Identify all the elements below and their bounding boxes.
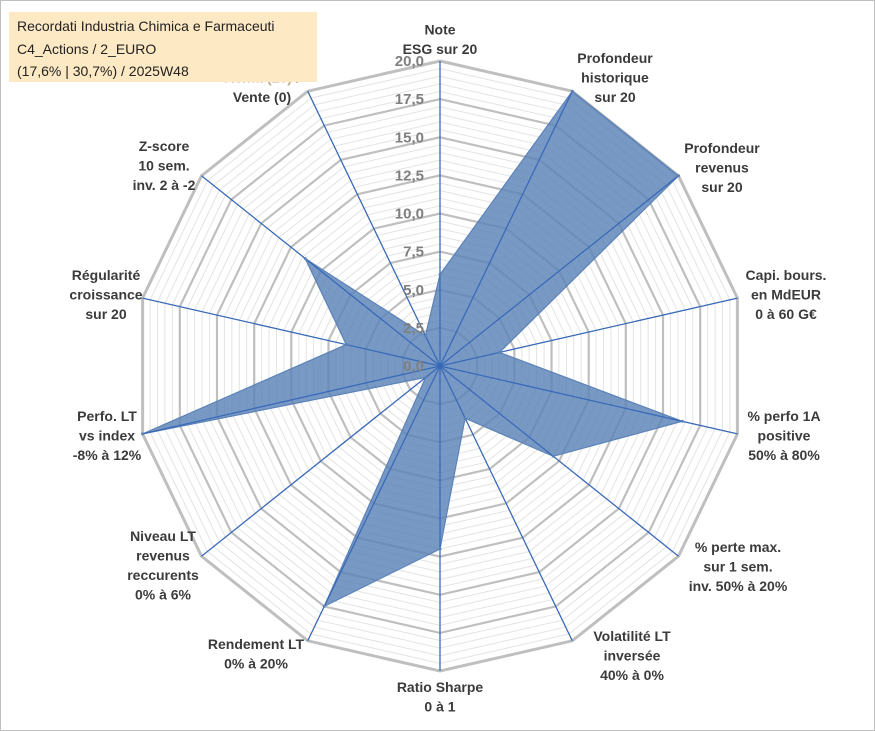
category-label-line: Vente (0)	[233, 89, 291, 105]
axis-spoke	[439, 365, 738, 435]
category-label-line: Ratio Sharpe	[397, 679, 484, 695]
category-label-line: Note	[424, 22, 455, 38]
category-label: Profondeur historique sur 20	[577, 50, 653, 105]
category-label-line: Z-score	[139, 138, 190, 154]
chart-title-line-2: C4_Actions / 2_EURO	[17, 41, 157, 57]
data-point	[423, 334, 427, 338]
data-point	[498, 350, 501, 354]
category-label: Régularité croissance sur 20	[69, 267, 142, 322]
chart-title-box: Recordati Industria Chimica e Farmaceuti…	[9, 12, 317, 82]
category-label: Rendement LT 0% à 20%	[208, 636, 305, 672]
category-label-line: Profondeur	[577, 50, 653, 66]
category-label-line: % perfo 1A	[747, 408, 820, 424]
tick-label: 17,5	[395, 91, 424, 108]
axis-spoke	[439, 175, 679, 367]
data-point	[322, 604, 326, 608]
category-label-line: 10 sem.	[138, 158, 189, 174]
category-label-line: inv. 2 à -2	[133, 177, 196, 193]
tick-label: 7,5	[403, 244, 424, 261]
tick-label: 0,0	[403, 358, 424, 375]
data-point	[438, 273, 442, 276]
category-label-line: 0 à 1	[424, 699, 455, 715]
data-point	[141, 432, 145, 436]
category-label: Volatilité LT inversée 40% à 0%	[593, 628, 671, 683]
category-label-line: sur 20	[594, 89, 635, 105]
category-label-line: inversée	[604, 648, 661, 664]
category-label: Note ESG sur 20	[403, 22, 478, 58]
category-label-line: Rendement LT	[208, 636, 305, 652]
tick-label: 5,0	[403, 282, 424, 299]
tick-label: 10,0	[395, 206, 424, 223]
axis-spoke	[439, 297, 738, 367]
category-label-line: positive	[758, 428, 811, 444]
category-label: Perfo. LT vs index -8% à 12%	[73, 408, 142, 463]
category-label-line: 50% à 80%	[748, 447, 820, 463]
chart-title-line-3: (17,6% | 30,7%) / 2025W48	[17, 63, 189, 79]
category-label: Niveau LT revenus reccurents 0% à 6%	[127, 528, 199, 603]
category-label: Profondeur revenus sur 20	[684, 140, 760, 195]
category-label: Ratio Sharpe 0 à 1	[397, 679, 484, 715]
tick-label: 20,0	[395, 53, 424, 70]
data-point	[677, 174, 680, 178]
category-label-line: inv. 50% à 20%	[689, 578, 788, 594]
axis-spoke	[307, 365, 441, 642]
tick-label: 12,5	[395, 167, 424, 184]
category-label-line: 0% à 6%	[135, 587, 192, 603]
category-label-line: sur 1 sem.	[703, 559, 772, 575]
axis-spoke	[439, 365, 573, 642]
data-point	[551, 454, 555, 458]
category-label-line: -8% à 12%	[73, 447, 142, 463]
category-label: % perfo 1A positive 50% à 80%	[747, 408, 820, 463]
category-label-line: Capi. bours.	[746, 267, 827, 283]
chart-title-line-1: Recordati Industria Chimica e Farmaceuti	[17, 18, 275, 34]
category-label-line: % perte max.	[695, 539, 781, 555]
category-label-line: Profondeur	[684, 140, 760, 156]
category-label-line: reccurents	[127, 567, 199, 583]
category-label-line: sur 20	[701, 179, 742, 195]
axis-spoke	[439, 90, 573, 367]
data-point	[344, 343, 348, 347]
axis-spoke	[142, 365, 441, 435]
category-label-line: 0% à 20%	[224, 656, 288, 672]
category-label-line: historique	[581, 70, 649, 86]
data-point	[680, 419, 684, 423]
category-label-line: sur 20	[85, 306, 126, 322]
category-label-line: Volatilité LT	[593, 628, 671, 644]
axis-spoke	[439, 365, 679, 557]
axis-spoke	[201, 175, 441, 367]
data-point	[438, 547, 442, 551]
data-point	[570, 89, 574, 93]
category-label: % perte max. sur 1 sem. inv. 50% à 20%	[689, 539, 788, 594]
data-point	[424, 375, 428, 379]
axis-spoke	[201, 365, 441, 557]
axis-spoke	[142, 297, 441, 367]
category-label: Z-score 10 sem. inv. 2 à -2	[133, 138, 196, 193]
category-label-line: ESG sur 20	[403, 41, 478, 57]
category-label-line: 0 à 60 G€	[755, 306, 817, 322]
data-point	[303, 257, 307, 261]
category-label-line: 40% à 0%	[600, 667, 664, 683]
data-point	[463, 416, 467, 420]
category-label-line: Régularité	[72, 267, 141, 283]
category-label-line: Niveau LT	[130, 528, 196, 544]
tick-label: 2,5	[403, 320, 424, 337]
category-label-line: vs index	[79, 428, 135, 444]
category-label-line: en MdEUR	[751, 287, 821, 303]
category-label: Capi. bours. en MdEUR 0 à 60 G€	[746, 267, 827, 322]
category-label-line: Perfo. LT	[77, 408, 137, 424]
axis-spoke	[307, 90, 441, 367]
tick-label: 15,0	[395, 129, 424, 146]
category-label-line: revenus	[136, 548, 190, 564]
category-label-line: croissance	[69, 287, 142, 303]
category-label-line: revenus	[695, 160, 749, 176]
